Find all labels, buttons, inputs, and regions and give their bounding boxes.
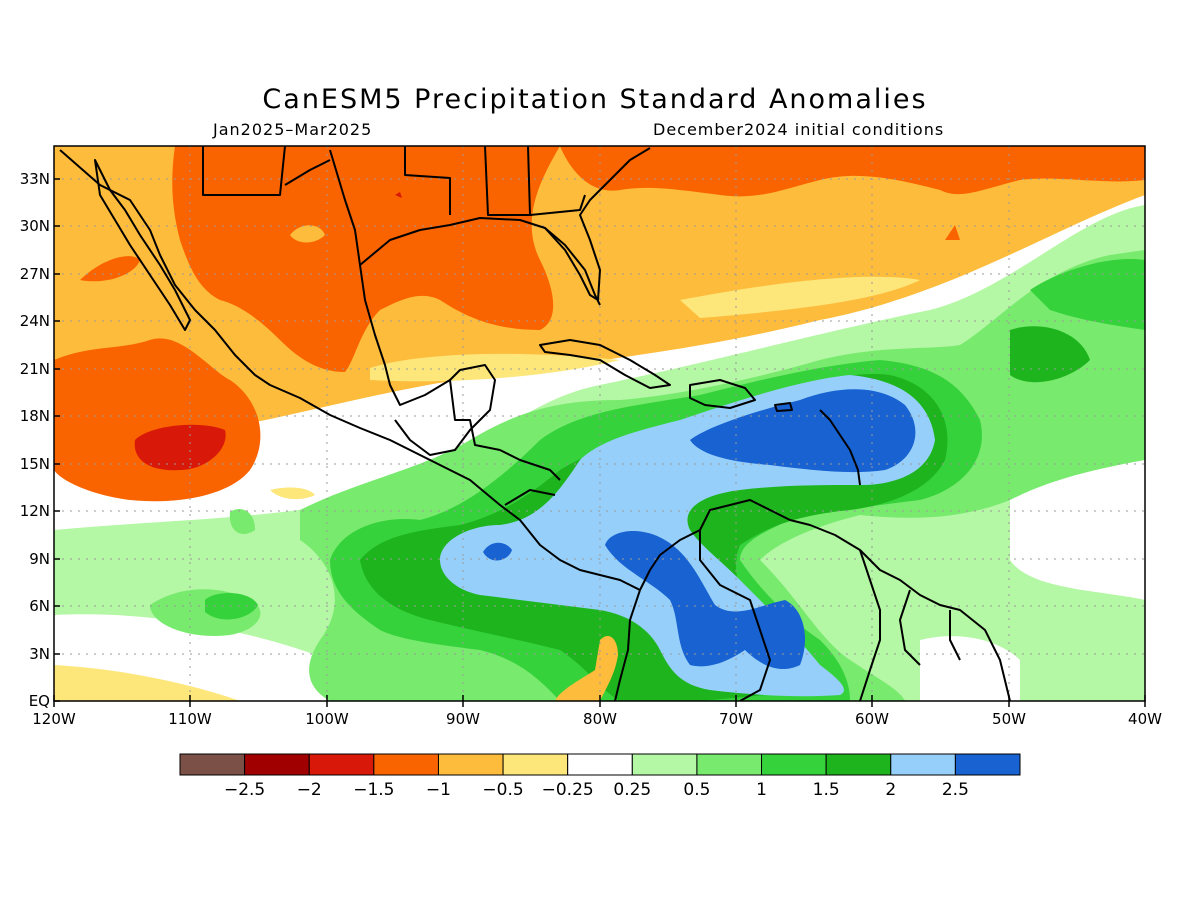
colorbar-swatch	[954, 753, 1021, 776]
colorbar-label: 2	[885, 780, 896, 800]
colorbar-label: 2.5	[942, 780, 969, 800]
lat-label: 30N	[20, 217, 50, 235]
colorbar-swatch	[825, 753, 892, 776]
lon-label: 60W	[855, 710, 889, 728]
lon-label: 80W	[583, 710, 617, 728]
colorbar-swatch	[437, 753, 504, 776]
lat-label: 6N	[29, 597, 50, 615]
lon-label: 70W	[719, 710, 753, 728]
lat-label: EQ	[29, 692, 50, 710]
lat-label: 3N	[29, 645, 50, 663]
axis-ticks	[53, 178, 1146, 707]
colorbar: −2.5 −2 −1.5 −1 −0.5 −0.25 0.25 0.5 1 1.5 2 2.5	[179, 753, 1021, 800]
colorbar-label: −0.5	[482, 780, 523, 800]
lon-label: 110W	[168, 710, 212, 728]
colorbar-label: 0.5	[683, 780, 710, 800]
colorbar-swatch	[244, 753, 310, 776]
colorbar-swatch	[631, 753, 698, 776]
longitude-labels: 120W 110W 100W 90W 80W 70W 60W 50W 40W	[32, 710, 1162, 728]
lat-label: 33N	[20, 170, 50, 188]
colorbar-swatch	[308, 753, 375, 776]
latitude-labels: 33N 30N 27N 24N 21N 18N 15N 12N 9N 6N 3N…	[20, 170, 50, 710]
coastlines	[59, 146, 1011, 701]
colorbar-label: 0.25	[613, 780, 651, 800]
map-title: CanESM5 Precipitation Standard Anomalies	[262, 84, 928, 115]
colorbar-label: 1.5	[813, 780, 840, 800]
colorbar-label: −0.25	[542, 780, 594, 800]
colorbar-swatch	[179, 753, 246, 776]
lat-label: 9N	[29, 550, 50, 568]
lat-label: 15N	[20, 455, 50, 473]
lat-label: 21N	[20, 360, 50, 378]
lon-label: 100W	[305, 710, 349, 728]
colorbar-swatch	[890, 753, 956, 776]
colorbar-swatch	[502, 753, 569, 776]
lon-label: 40W	[1128, 710, 1162, 728]
initial-conditions: December2024 initial conditions	[653, 120, 945, 139]
colorbar-label: 1	[756, 780, 767, 800]
colorbar-label: −2.5	[224, 780, 265, 800]
lat-label: 18N	[20, 407, 50, 425]
anomaly-field	[54, 146, 1145, 701]
lat-label: 24N	[20, 312, 50, 330]
lon-label: 50W	[992, 710, 1026, 728]
colorbar-swatch	[567, 753, 633, 776]
colorbar-label: −1	[426, 780, 451, 800]
lon-label: 90W	[446, 710, 480, 728]
colorbar-swatch	[761, 753, 827, 776]
colorbar-swatch	[373, 753, 439, 776]
forecast-period: Jan2025–Mar2025	[213, 120, 373, 139]
colorbar-label: −2	[297, 780, 322, 800]
colorbar-label: −1.5	[353, 780, 394, 800]
lon-label: 120W	[32, 710, 76, 728]
colorbar-swatch	[696, 753, 763, 776]
lat-label: 12N	[20, 502, 50, 520]
lat-label: 27N	[20, 265, 50, 283]
